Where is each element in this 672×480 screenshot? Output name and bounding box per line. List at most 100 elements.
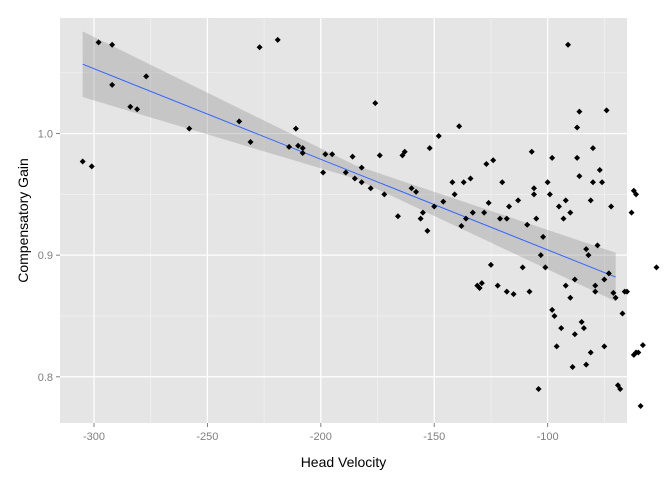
data-point xyxy=(589,179,596,186)
data-point xyxy=(637,402,644,409)
data-point xyxy=(462,215,469,222)
data-point xyxy=(531,185,538,192)
data-point xyxy=(456,123,463,130)
data-point xyxy=(143,73,150,80)
data-point xyxy=(417,215,424,222)
data-point xyxy=(499,179,506,186)
data-point xyxy=(603,107,610,114)
data-point xyxy=(367,185,374,192)
data-point xyxy=(571,276,578,283)
data-point xyxy=(635,349,642,356)
data-point xyxy=(320,169,327,176)
x-tick-label: -250 xyxy=(196,431,218,443)
data-point xyxy=(610,289,617,296)
data-point xyxy=(587,349,594,356)
x-tick-label: -150 xyxy=(423,431,445,443)
data-point xyxy=(503,288,510,295)
data-point xyxy=(506,203,513,210)
data-point xyxy=(451,191,458,198)
data-point xyxy=(401,148,408,155)
data-point xyxy=(109,41,116,48)
data-point xyxy=(562,282,569,289)
data-point xyxy=(519,264,526,271)
data-point xyxy=(612,294,619,301)
data-point xyxy=(617,385,624,392)
data-point xyxy=(342,169,349,176)
x-tick-label: -100 xyxy=(537,431,559,443)
data-point xyxy=(503,215,510,222)
data-point xyxy=(576,173,583,180)
data-point xyxy=(540,233,547,240)
data-point xyxy=(549,154,556,161)
data-point xyxy=(619,310,626,317)
data-point xyxy=(599,179,606,186)
data-point xyxy=(358,164,365,171)
data-point xyxy=(95,39,102,46)
confidence-band xyxy=(82,31,616,302)
data-point xyxy=(571,331,578,338)
data-point xyxy=(569,364,576,371)
data-point xyxy=(469,209,476,216)
data-point xyxy=(494,282,501,289)
regression-line xyxy=(82,63,616,278)
y-tick-label: 1.0 xyxy=(38,129,53,141)
data-point xyxy=(537,252,544,259)
data-point xyxy=(633,191,640,198)
data-point xyxy=(413,188,420,195)
data-point xyxy=(596,167,603,174)
data-point xyxy=(490,157,497,164)
data-point xyxy=(544,179,551,186)
data-point xyxy=(88,163,95,170)
data-point xyxy=(247,139,254,146)
data-point xyxy=(567,209,574,216)
data-point xyxy=(594,242,601,249)
data-point xyxy=(487,261,494,268)
data-point xyxy=(186,125,193,132)
data-point xyxy=(592,288,599,295)
data-point xyxy=(485,199,492,206)
data-point xyxy=(546,191,553,198)
data-point xyxy=(394,213,401,220)
data-point xyxy=(553,343,560,350)
data-point xyxy=(551,312,558,319)
data-point xyxy=(349,153,356,160)
data-point xyxy=(535,385,542,392)
data-point xyxy=(542,264,549,271)
data-point xyxy=(460,179,467,186)
data-point xyxy=(578,319,585,326)
data-point xyxy=(478,280,485,287)
data-point xyxy=(376,152,383,159)
data-point xyxy=(127,103,134,110)
data-point xyxy=(558,325,565,332)
data-point xyxy=(440,198,447,205)
data-point xyxy=(531,191,538,198)
fit-line-layer xyxy=(82,63,616,278)
data-point xyxy=(605,270,612,277)
data-point xyxy=(351,175,358,182)
data-point xyxy=(299,145,306,152)
data-point xyxy=(562,197,569,204)
data-point xyxy=(449,179,456,186)
data-point xyxy=(526,288,533,295)
data-point xyxy=(426,145,433,152)
data-point xyxy=(628,209,635,216)
y-axis-ticks: 0.8 0.9 1.0 xyxy=(38,129,60,384)
data-point xyxy=(476,285,483,291)
data-point xyxy=(583,361,590,368)
data-point xyxy=(372,100,379,107)
data-point xyxy=(435,132,442,139)
data-points xyxy=(79,36,660,409)
x-axis-ticks: -300 -250 -200 -150 -100 xyxy=(83,423,559,443)
data-point xyxy=(639,342,646,349)
data-point xyxy=(565,41,572,48)
data-point xyxy=(424,227,431,234)
data-point xyxy=(515,197,522,204)
data-point xyxy=(601,276,608,283)
data-point xyxy=(574,124,581,131)
data-point xyxy=(533,215,540,222)
plot-panel xyxy=(60,18,627,423)
data-point xyxy=(583,246,590,253)
data-point xyxy=(79,158,86,165)
data-point xyxy=(549,306,556,313)
